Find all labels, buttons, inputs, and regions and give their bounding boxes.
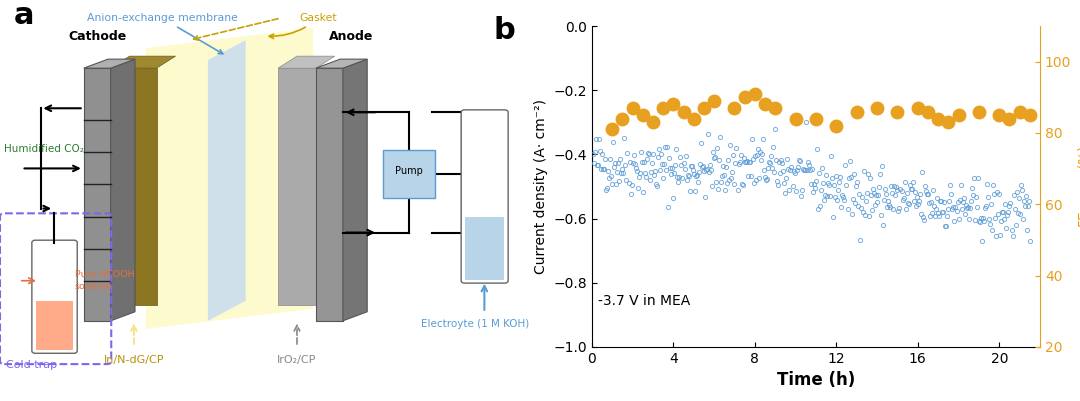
Text: Pure HCOOH
solution: Pure HCOOH solution <box>75 270 134 291</box>
Polygon shape <box>146 28 313 329</box>
Polygon shape <box>110 68 157 305</box>
Text: IrO₂/CP: IrO₂/CP <box>278 355 316 365</box>
Polygon shape <box>37 301 73 350</box>
Polygon shape <box>110 59 135 321</box>
Text: Pump: Pump <box>395 166 423 176</box>
Y-axis label: FE$_{HCOOH}$ (%): FE$_{HCOOH}$ (%) <box>1077 145 1080 228</box>
FancyBboxPatch shape <box>32 240 78 353</box>
Polygon shape <box>110 56 175 68</box>
Polygon shape <box>84 68 110 321</box>
Text: Humidified CO₂: Humidified CO₂ <box>4 144 84 154</box>
FancyBboxPatch shape <box>461 110 508 283</box>
Polygon shape <box>315 68 343 321</box>
Text: b: b <box>494 16 515 45</box>
Polygon shape <box>207 40 246 321</box>
Y-axis label: Current density (A· cm⁻²): Current density (A· cm⁻²) <box>534 99 548 274</box>
Polygon shape <box>343 59 367 321</box>
Text: Gasket: Gasket <box>269 13 337 38</box>
Text: a: a <box>13 1 33 30</box>
Text: Cold trap: Cold trap <box>6 360 57 370</box>
Polygon shape <box>279 68 315 305</box>
X-axis label: Time (h): Time (h) <box>777 371 855 389</box>
Text: Electroyte (1 M KOH): Electroyte (1 M KOH) <box>421 319 529 329</box>
Polygon shape <box>279 56 335 68</box>
Polygon shape <box>315 59 367 68</box>
Text: Anion-exchange membrane: Anion-exchange membrane <box>86 13 238 54</box>
FancyBboxPatch shape <box>383 150 435 198</box>
Text: In/N-dG/CP: In/N-dG/CP <box>104 355 164 365</box>
Polygon shape <box>84 59 135 68</box>
Text: Anode: Anode <box>328 30 374 43</box>
Text: -3.7 V in MEA: -3.7 V in MEA <box>598 294 690 308</box>
Polygon shape <box>465 217 503 280</box>
Text: Cathode: Cathode <box>68 30 126 43</box>
